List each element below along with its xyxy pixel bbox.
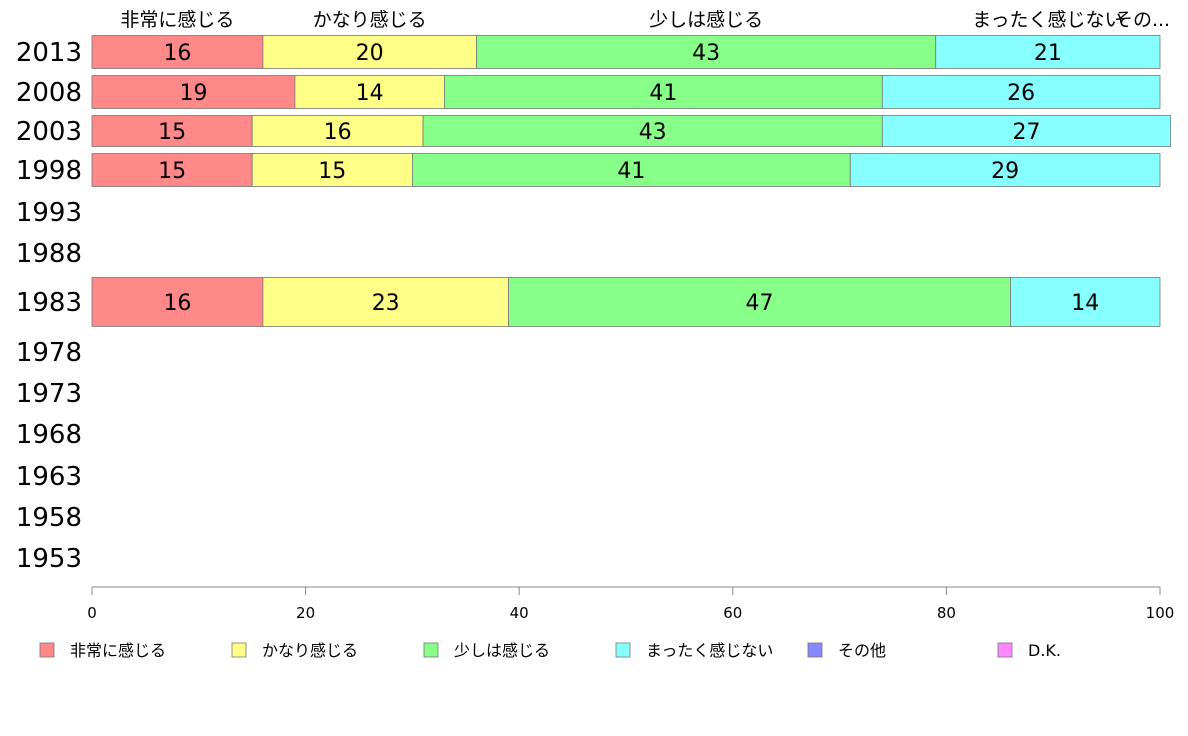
legend-label: その他 <box>838 641 886 660</box>
x-tick-label: 40 <box>510 604 529 622</box>
year-label: 2008 <box>16 78 82 108</box>
bar-value-label: 16 <box>324 120 352 145</box>
bar-value-label: 43 <box>639 120 667 145</box>
bar-segment <box>849 153 1161 187</box>
year-label: 1998 <box>16 156 82 186</box>
year-label: 2003 <box>16 117 82 147</box>
bar-value-label: 14 <box>1071 291 1099 316</box>
year-label: 1963 <box>16 462 82 492</box>
x-tick-label: 60 <box>723 604 742 622</box>
legend-label: まったく感じない <box>646 641 773 660</box>
legend-swatch <box>615 642 631 658</box>
bar-value-label: 43 <box>692 41 720 66</box>
x-tick-label: 0 <box>87 604 97 622</box>
top-label: かなり感じる <box>313 9 427 31</box>
bar-segment <box>476 35 937 69</box>
bar-value-label: 21 <box>1034 41 1062 66</box>
bar-segment <box>262 277 509 327</box>
bar-segment <box>1010 277 1161 327</box>
bar-segment <box>91 35 264 69</box>
bar-segment <box>91 153 253 187</box>
year-label: 2013 <box>16 38 82 68</box>
year-label: 1988 <box>16 239 82 269</box>
x-tick-label: 100 <box>1146 604 1175 622</box>
bar-segment <box>251 115 424 147</box>
bar-segment <box>935 35 1161 69</box>
bar-segment <box>251 153 413 187</box>
legend-label: 少しは感じる <box>454 641 550 660</box>
bar-value-label: 47 <box>746 291 774 316</box>
year-label: 1973 <box>16 379 82 409</box>
bar-value-label: 20 <box>356 41 384 66</box>
year-label: 1958 <box>16 503 82 533</box>
top-label: 非常に感じる <box>120 9 234 31</box>
year-label: 1978 <box>16 338 82 368</box>
legend-label: かなり感じる <box>262 641 358 660</box>
bar-segment <box>91 277 264 327</box>
bar-value-label: 16 <box>163 291 191 316</box>
bar-segment <box>91 75 296 109</box>
legend-label: D.K. <box>1028 641 1061 660</box>
top-label: 少しは感じる <box>649 9 763 31</box>
x-axis: 0 20 40 60 80 100 <box>87 586 1175 622</box>
bar-value-label: 23 <box>372 291 400 316</box>
bar-value-label: 15 <box>158 120 186 145</box>
x-tick-label: 80 <box>937 604 956 622</box>
legend-swatch <box>39 642 55 658</box>
year-label: 1983 <box>16 288 82 318</box>
bar-value-label: 19 <box>179 81 207 106</box>
bar-value-label: 26 <box>1007 81 1035 106</box>
bar-value-label: 41 <box>649 81 677 106</box>
bar-value-label: 29 <box>991 159 1019 184</box>
bar-segment <box>508 277 1011 327</box>
bar-segment <box>294 75 445 109</box>
bar-segment <box>881 115 1172 147</box>
top-category-labels: 非常に感じる かなり感じる 少しは感じる まったく感じないその... <box>120 9 1170 31</box>
legend-label: 非常に感じる <box>70 641 166 660</box>
legend-swatch <box>997 642 1013 658</box>
bar-value-label: 16 <box>163 41 191 66</box>
year-label: 1953 <box>16 544 82 574</box>
bar-segment <box>881 75 1161 109</box>
legend-swatch <box>423 642 439 658</box>
legend-swatch <box>807 642 823 658</box>
year-labels: 2013 2008 2003 1998 1993 1988 1983 1978 1973 1968… <box>16 38 82 574</box>
bar-segment <box>91 115 253 147</box>
bar-segment <box>262 35 477 69</box>
bar-value-label: 15 <box>318 159 346 184</box>
bar-segment <box>444 75 883 109</box>
bar-value-label: 14 <box>356 81 384 106</box>
year-label: 1968 <box>16 420 82 450</box>
bar-value-label: 27 <box>1013 120 1041 145</box>
top-label: その... <box>1114 9 1170 31</box>
bars: 16 20 43 21 19 14 41 26 15 16 43 27 15 15 41 29 16 23 47 14 <box>91 35 1172 327</box>
x-tick-label: 20 <box>296 604 315 622</box>
bar-value-label: 41 <box>617 159 645 184</box>
legend: 非常に感じる かなり感じる 少しは感じる まったく感じない その他 D.K. <box>39 641 1061 660</box>
year-label: 1993 <box>16 198 82 228</box>
top-label: まったく感じない <box>972 9 1123 31</box>
bar-value-label: 15 <box>158 159 186 184</box>
legend-swatch <box>231 642 247 658</box>
